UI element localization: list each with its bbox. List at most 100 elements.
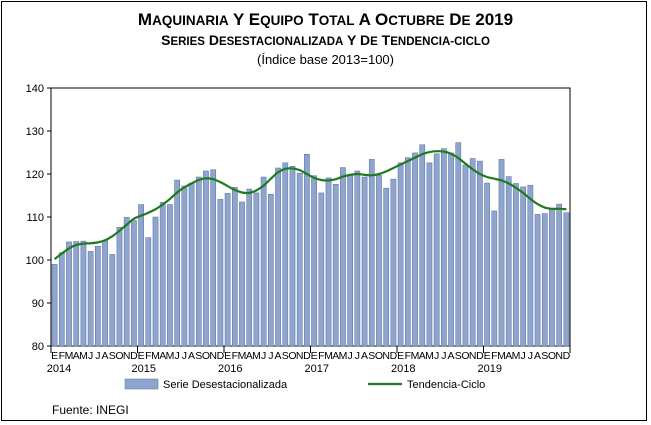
x-month-label: S: [455, 350, 462, 362]
bar: [556, 203, 563, 347]
x-month-label: J: [521, 350, 526, 362]
x-month-label: F: [145, 350, 151, 362]
bar: [534, 214, 541, 347]
bar: [58, 252, 65, 347]
bar: [188, 182, 195, 347]
x-month-label: J: [175, 350, 180, 362]
bar: [397, 162, 404, 347]
bar: [491, 210, 498, 347]
bar: [513, 183, 519, 347]
bar: [203, 170, 209, 347]
x-year-label: 2014: [47, 363, 71, 375]
x-month-label: E: [138, 350, 145, 362]
x-month-label: A: [159, 350, 166, 362]
chart-note: (Índice base 2013=100): [257, 52, 394, 67]
bar: [80, 240, 87, 347]
x-month-label: M: [497, 350, 506, 362]
x-month-label: J: [88, 350, 93, 362]
bar: [469, 158, 476, 347]
bar: [51, 264, 58, 347]
bar: [390, 178, 397, 347]
x-month-label: E: [484, 350, 491, 362]
bar: [95, 245, 101, 347]
x-month-label: J: [261, 350, 266, 362]
bar: [73, 241, 80, 347]
x-month-label: N: [123, 350, 131, 362]
bar: [498, 159, 505, 347]
x-month-label: N: [296, 350, 304, 362]
y-tick-label: 120: [26, 169, 44, 181]
bar: [167, 204, 173, 347]
bar: [347, 174, 353, 347]
bar: [563, 212, 570, 347]
x-month-label: D: [303, 350, 311, 362]
x-month-label: N: [555, 350, 563, 362]
x-month-label: N: [209, 350, 217, 362]
x-year-label: 2018: [391, 363, 415, 375]
x-month-label: E: [311, 350, 318, 362]
bar: [484, 182, 490, 347]
x-month-label: A: [332, 350, 339, 362]
bar: [477, 160, 483, 347]
x-month-label: E: [51, 350, 58, 362]
bar: [441, 148, 447, 347]
x-month-label: A: [505, 350, 512, 362]
bar: [520, 186, 526, 347]
bar: [224, 193, 231, 347]
x-month-label: F: [318, 350, 324, 362]
x-month-label: M: [151, 350, 160, 362]
x-month-label: J: [355, 350, 360, 362]
bar: [231, 187, 238, 347]
x-month-label: O: [375, 350, 383, 362]
x-year-label: 2017: [305, 363, 329, 375]
x-month-label: S: [282, 350, 289, 362]
x-month-label: M: [65, 350, 74, 362]
x-month-label: J: [182, 350, 187, 362]
bar: [282, 162, 289, 347]
bar: [332, 184, 339, 347]
x-month-label: M: [79, 350, 88, 362]
x-month-label: O: [548, 350, 556, 362]
bar: [195, 176, 202, 347]
bar: [253, 192, 260, 347]
bar: [304, 153, 310, 347]
x-month-label: F: [491, 350, 497, 362]
bar: [123, 217, 130, 347]
legend-swatch-bars: [124, 378, 159, 390]
bar: [383, 187, 390, 347]
x-month-label: M: [324, 350, 333, 362]
y-tick-label: 140: [26, 83, 44, 95]
x-month-label: A: [361, 350, 368, 362]
legend-label-line: Tendencia-Ciclo: [407, 379, 485, 391]
bar: [368, 159, 375, 347]
x-month-label: A: [73, 350, 80, 362]
x-month-label: N: [382, 350, 390, 362]
chart-subtitle: SERIES DESESTACIONALIZADA Y DE TENDENCIA…: [161, 32, 490, 48]
bar: [174, 179, 180, 347]
bar: [145, 237, 152, 347]
bar: [138, 204, 144, 347]
y-tick-label: 80: [32, 341, 44, 353]
x-month-label: J: [95, 350, 100, 362]
bar: [412, 152, 418, 347]
bar: [268, 193, 274, 347]
bar: [131, 220, 137, 347]
x-month-label: A: [246, 350, 253, 362]
bar: [181, 185, 188, 347]
x-month-label: O: [115, 350, 123, 362]
bar: [116, 227, 123, 347]
x-month-label: M: [411, 350, 420, 362]
bar: [354, 170, 361, 347]
bar: [246, 188, 253, 347]
bar: [549, 208, 555, 347]
x-month-label: D: [476, 350, 484, 362]
x-month-label: O: [288, 350, 296, 362]
bar: [426, 162, 433, 347]
bar: [239, 201, 245, 347]
x-month-label: S: [109, 350, 116, 362]
y-tick-label: 90: [32, 298, 44, 310]
bar: [404, 157, 411, 347]
bar: [455, 142, 462, 347]
chart-title: MAQUINARIA Y EQUIPO TOTAL A OCTUBRE DE 2…: [137, 10, 514, 29]
